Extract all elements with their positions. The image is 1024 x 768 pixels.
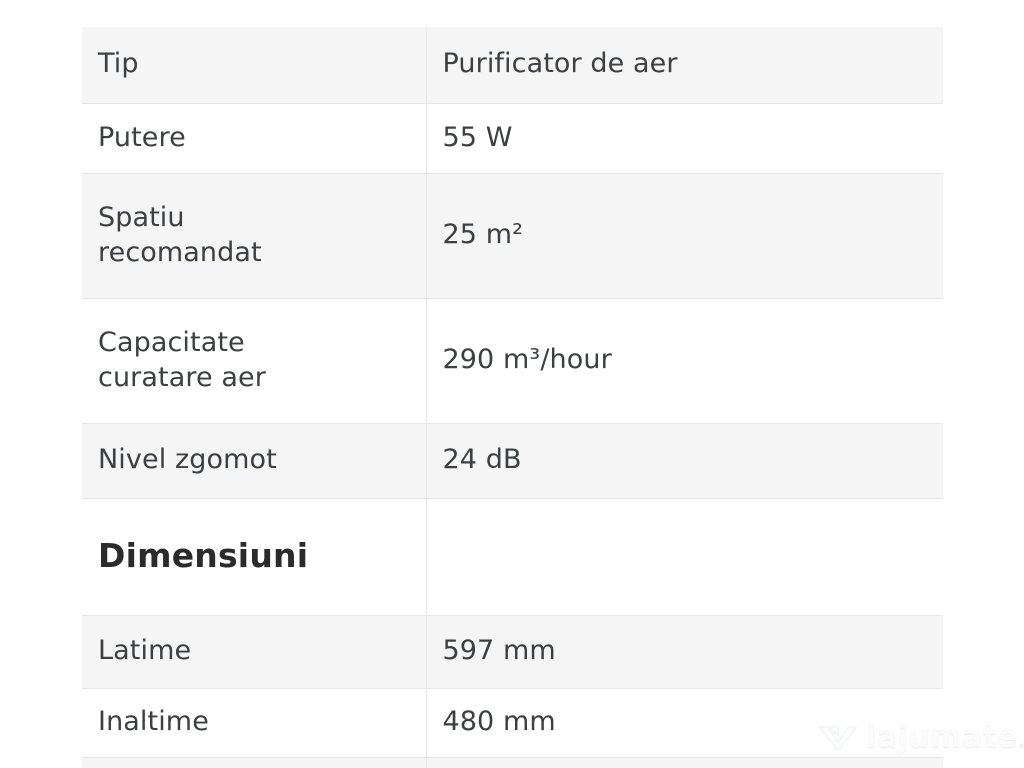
spec-label-capacitate-line-2: curatare aer [98,361,266,393]
spec-label-inaltime-line-1: Inaltime [98,706,209,738]
watermark-tld: .ro [1018,732,1024,752]
spec-value-inaltime: 480 mm [426,688,943,758]
spec-label-cut-off [82,757,427,768]
section-heading-dimensiuni-value [426,498,943,616]
spec-label-latime-line-1: Latime [98,635,192,667]
table-row: Tip Purificator de aer [82,27,943,104]
spec-label-latime: Latime [82,615,427,689]
table-section-heading-row: Dimensiuni [82,498,943,616]
section-heading-dimensiuni: Dimensiuni [82,498,427,616]
table-row-cut-off [82,757,943,768]
spec-value-cut-off [426,757,943,768]
specifications-table-body: Tip Purificator de aer Putere 55 W Spati… [82,27,943,768]
spec-label-nivel-zgomot: Nivel zgomot [82,423,427,499]
spec-value-capacitate-curatare-aer: 290 m³/hour [426,298,943,424]
spec-label-putere: Putere [82,103,427,174]
table-row: Spatiu recomandat 25 m² [82,173,943,299]
table-row: Capacitate curatare aer 290 m³/hour [82,298,943,424]
spec-value-putere: 55 W [426,103,943,174]
spec-label-spatiu-line-1: Spatiu [98,201,185,233]
table-row: Putere 55 W [82,103,943,174]
spec-value-latime: 597 mm [426,615,943,689]
spec-value-spatiu-recomandat: 25 m² [426,173,943,299]
spec-label-inaltime: Inaltime [82,688,427,758]
spec-label-tip-line-1: Tip [98,48,139,80]
spec-value-nivel-zgomot: 24 dB [426,423,943,499]
table-row: Inaltime 480 mm [82,688,943,758]
table-row: Nivel zgomot 24 dB [82,423,943,499]
specifications-table: Tip Purificator de aer Putere 55 W Spati… [82,27,943,768]
spec-label-putere-line-1: Putere [98,121,186,153]
spec-label-nivel-zgomot-line-1: Nivel zgomot [98,444,277,476]
spec-label-spatiu-recomandat: Spatiu recomandat [82,173,427,299]
section-heading-dimensiuni-text: Dimensiuni [98,536,309,576]
spec-label-spatiu-line-2: recomandat [98,236,262,268]
table-row: Latime 597 mm [82,615,943,689]
spec-value-tip: Purificator de aer [426,27,943,104]
spec-label-capacitate-curatare-aer: Capacitate curatare aer [82,298,427,424]
spec-label-tip: Tip [82,27,427,104]
spec-label-capacitate-line-1: Capacitate [98,326,245,358]
